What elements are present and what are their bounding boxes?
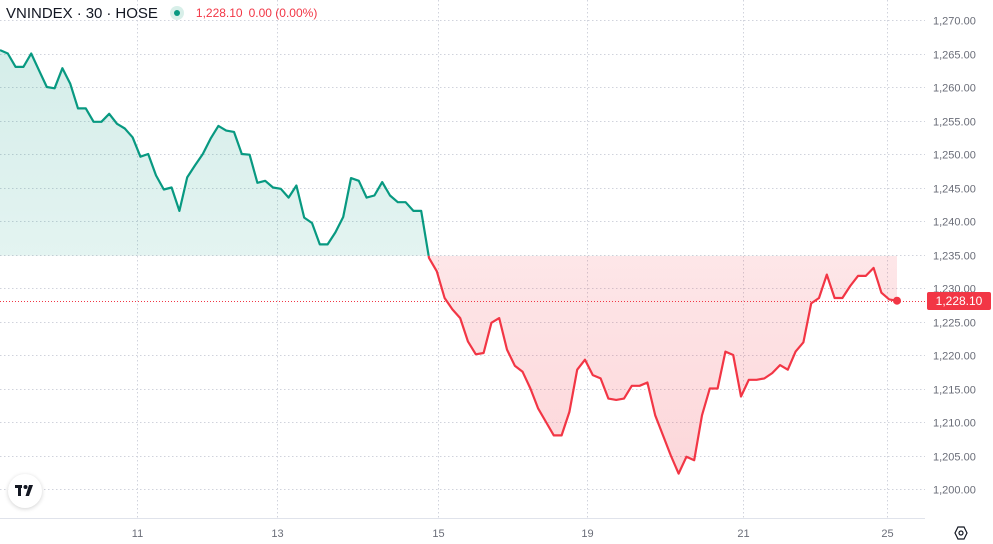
y-tick-label: 1,260.00: [933, 83, 976, 95]
legend-symbol[interactable]: VNINDEX: [6, 4, 73, 22]
series-line-down: [427, 255, 898, 475]
area-fill-down: [428, 255, 897, 474]
symbol-legend[interactable]: VNINDEX · 30 · HOSE 1,228.10 0.00 (0.00%…: [6, 4, 317, 22]
chart-settings-icon[interactable]: [952, 524, 970, 542]
y-tick-label: 1,220.00: [933, 351, 976, 363]
y-tick-label: 1,250.00: [933, 150, 976, 162]
area-fill-up: [0, 50, 897, 256]
y-tick-label: 1,205.00: [933, 452, 976, 464]
y-tick-label: 1,240.00: [933, 217, 976, 229]
y-tick-label: 1,245.00: [933, 184, 976, 196]
x-tick-label: 21: [737, 528, 749, 540]
x-tick-label: 15: [432, 528, 444, 540]
y-tick-label: 1,225.00: [933, 318, 976, 330]
y-tick-label: 1,270.00: [933, 16, 976, 28]
x-tick-label: 19: [581, 528, 593, 540]
x-tick-label: 25: [881, 528, 893, 540]
legend-last-value: 1,228.10: [195, 6, 243, 20]
x-tick-label: 11: [132, 528, 143, 540]
x-tick-label: 13: [271, 528, 283, 540]
y-tick-label: 1,200.00: [933, 485, 976, 497]
time-axis[interactable]: 11 13 15 19 21 25: [132, 528, 894, 540]
market-status-dot-icon[interactable]: [169, 6, 184, 20]
legend-exchange[interactable]: HOSE: [115, 4, 158, 22]
price-line: [0, 49, 925, 475]
price-axis[interactable]: 1,200.00 1,205.00 1,210.00 1,215.00 1,220.00…: [933, 16, 976, 497]
legend-change: 0.00 (0.00%): [248, 6, 318, 20]
series-line-up: [0, 49, 430, 256]
tradingview-logo-icon[interactable]: [8, 474, 42, 508]
y-tick-label: 1,215.00: [933, 385, 976, 397]
y-tick-label: 1,255.00: [933, 117, 976, 129]
y-tick-label: 1,235.00: [933, 251, 976, 263]
y-tick-label: 1,210.00: [933, 418, 976, 430]
y-tick-label: 1,265.00: [933, 50, 976, 62]
legend-separator: ·: [76, 4, 82, 22]
area-fill: [0, 50, 897, 474]
last-price-tag: 1,228.10: [927, 292, 991, 310]
last-price-dot: [893, 296, 901, 305]
legend-interval[interactable]: 30: [85, 4, 103, 22]
legend-separator: ·: [106, 4, 112, 22]
